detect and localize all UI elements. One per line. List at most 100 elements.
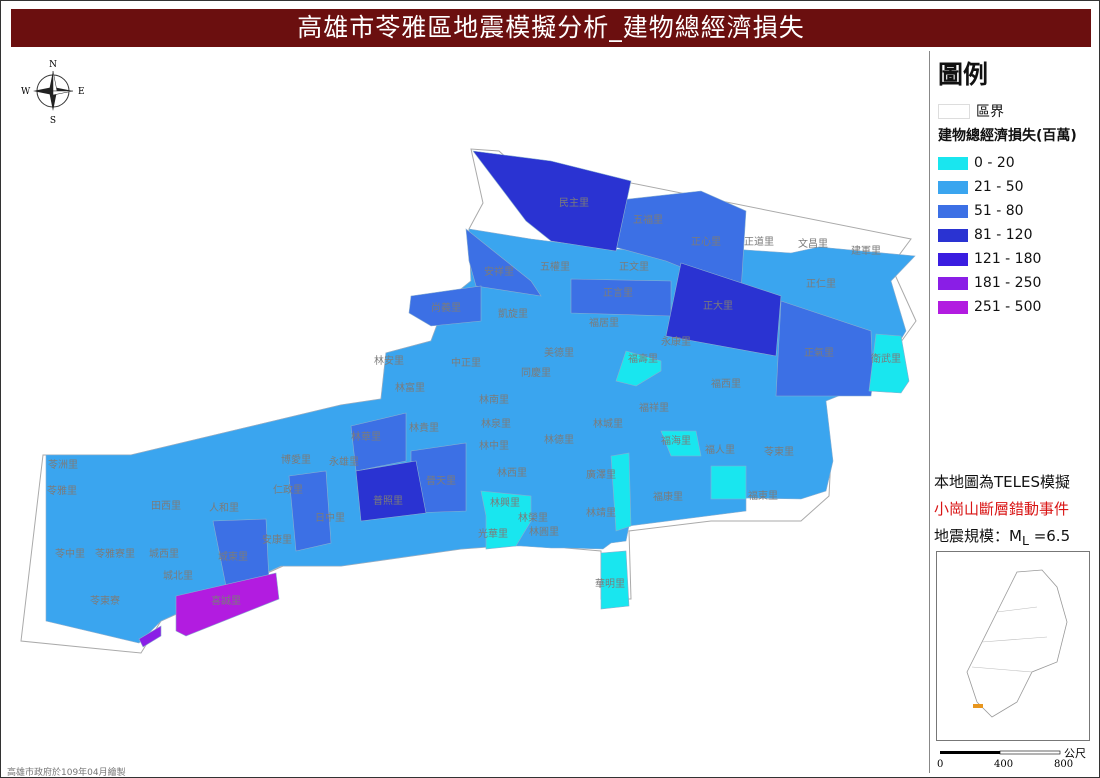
legend-boundary-row: 區界 [938, 101, 1004, 121]
zone-51-80-w1 [350, 412, 407, 472]
village-label: 同慶里 [521, 366, 551, 379]
village-label: 正道里 [744, 235, 774, 248]
village-label: 正氣里 [804, 346, 834, 359]
zone-51-80-nw1 [465, 228, 542, 297]
village-label: 福海里 [661, 434, 691, 447]
legend-heading: 建物總經濟損失(百萬) [938, 128, 1077, 144]
village-labels: 民主里 五福里 正心里 正道里 文昌里 建軍里 安祥里 五權里 正文里 正仁里 … [47, 197, 901, 607]
legend-class-row: 21 - 50 [938, 175, 1041, 199]
zone-251-500-xicheng [175, 572, 280, 637]
legend-swatch [938, 180, 968, 194]
legend-class-row: 251 - 500 [938, 295, 1041, 319]
village-label: 人和里 [209, 502, 239, 514]
village-label: 中正里 [451, 356, 481, 369]
village-label: 民主里 [559, 197, 589, 209]
village-label: 林榮里 [518, 511, 548, 524]
boundary-label: 區界 [976, 104, 1004, 120]
legend-class-row: 51 - 80 [938, 199, 1041, 223]
legend-panel: 圖例 區界 建物總經濟損失(百萬) 0 - 20 21 - 50 51 - 80 81… [929, 51, 1098, 773]
village-label: 福康里 [653, 490, 683, 503]
village-label: 福人里 [705, 443, 735, 456]
village-label: 福西里 [711, 377, 741, 390]
model-note: 本地圖為TELES模擬 小崗山斷層錯動事件 地震規模：ML =6.5 [934, 471, 1098, 554]
village-label: 正言里 [603, 286, 633, 299]
compass-w: W [21, 87, 31, 97]
village-label: 安康里 [262, 533, 292, 546]
village-label: 林城里 [593, 417, 623, 430]
village-label: 林貴里 [409, 421, 439, 434]
village-label: 林富里 [395, 381, 425, 394]
village-label: 林西里 [497, 466, 527, 479]
village-label: 廣澤里 [586, 468, 616, 481]
legend-class-row: 181 - 250 [938, 271, 1041, 295]
legend-swatch [938, 300, 968, 314]
village-label: 光華里 [478, 527, 508, 540]
zone-0-20-linxing [480, 490, 532, 550]
village-label: 苓雅里 [47, 484, 77, 497]
scale-bar: 0 400 800 公尺 [936, 747, 1098, 773]
village-label: 文昌里 [798, 237, 828, 250]
village-label: 普照里 [373, 494, 403, 507]
village-label: 福居里 [589, 316, 619, 329]
legend-class-list: 0 - 20 21 - 50 51 - 80 81 - 120 121 - 180 181… [938, 151, 1041, 319]
village-label: 林圓里 [529, 525, 559, 538]
village-label: 正文里 [619, 260, 649, 273]
magnitude-prefix: 地震規模：M [934, 527, 1022, 545]
zone-51-80-east [775, 300, 874, 397]
boundary-swatch [938, 103, 970, 119]
zone-0-20-east-strip [610, 452, 632, 532]
legend-class-row: 0 - 20 [938, 151, 1041, 175]
village-label: 苓雅寮里 [95, 547, 135, 560]
legend-swatch [938, 276, 968, 290]
scale-tick: 400 [994, 759, 1013, 770]
village-label: 苓洲里 [48, 458, 78, 471]
village-label: 林華里 [351, 430, 381, 443]
zone-0-20-weiwu [868, 333, 910, 394]
village-label: 日中里 [315, 511, 345, 524]
village-label: 林中里 [479, 439, 509, 452]
map-area: N S E W [11, 51, 929, 773]
village-label: 城西里 [149, 548, 179, 560]
village-label: 喜誠里 [211, 594, 241, 607]
village-label: 建軍里 [851, 244, 881, 257]
scale-unit: 公尺 [1064, 747, 1086, 760]
legend-swatch [938, 228, 968, 242]
district-map: N S E W [20, 60, 917, 654]
legend-swatch [938, 204, 968, 218]
village-label: 五權里 [540, 260, 570, 273]
zone-81-120-minzhu [472, 150, 632, 252]
village-label: 福東里 [748, 489, 778, 502]
village-label: 城北里 [163, 570, 193, 582]
zone-81-120-puzhao [355, 460, 427, 522]
legend-class-label: 81 - 120 [974, 227, 1033, 243]
village-label: 華明里 [595, 578, 625, 590]
village-label: 凱旋里 [498, 307, 528, 320]
village-label: 衛武里 [871, 352, 901, 365]
village-label: 田西里 [151, 500, 181, 512]
compass-e: E [78, 87, 85, 97]
legend-class-label: 51 - 80 [974, 203, 1024, 219]
note-line1: 本地圖為TELES模擬 [934, 473, 1070, 491]
zone-181-250-strip [138, 625, 162, 648]
legend-class-label: 251 - 500 [974, 299, 1042, 315]
compass-n: N [49, 60, 57, 70]
location-marker [973, 704, 983, 708]
village-label: 苓東里 [764, 445, 794, 458]
village-label: 美德里 [544, 346, 574, 359]
village-label: 博愛里 [281, 453, 311, 466]
village-label: 林興里 [490, 496, 520, 509]
legend-class-label: 0 - 20 [974, 155, 1015, 171]
village-label: 福祥里 [639, 401, 669, 414]
village-label: 永雄里 [329, 455, 359, 468]
inset-map-graphic [966, 569, 1068, 718]
village-label: 尚義里 [431, 301, 461, 314]
scale-bar-graphic: 0 400 800 公尺 [937, 747, 1086, 770]
scale-tick: 0 [937, 759, 943, 770]
village-label: 福壽里 [628, 352, 658, 365]
map-title: 高雄市苓雅區地震模擬分析_建物總經濟損失 [11, 9, 1091, 47]
legend-swatch [938, 252, 968, 266]
zone-81-120-zhengda [665, 262, 782, 357]
village-label: 林德里 [544, 433, 574, 446]
zone-0-20-huaming [600, 550, 630, 610]
